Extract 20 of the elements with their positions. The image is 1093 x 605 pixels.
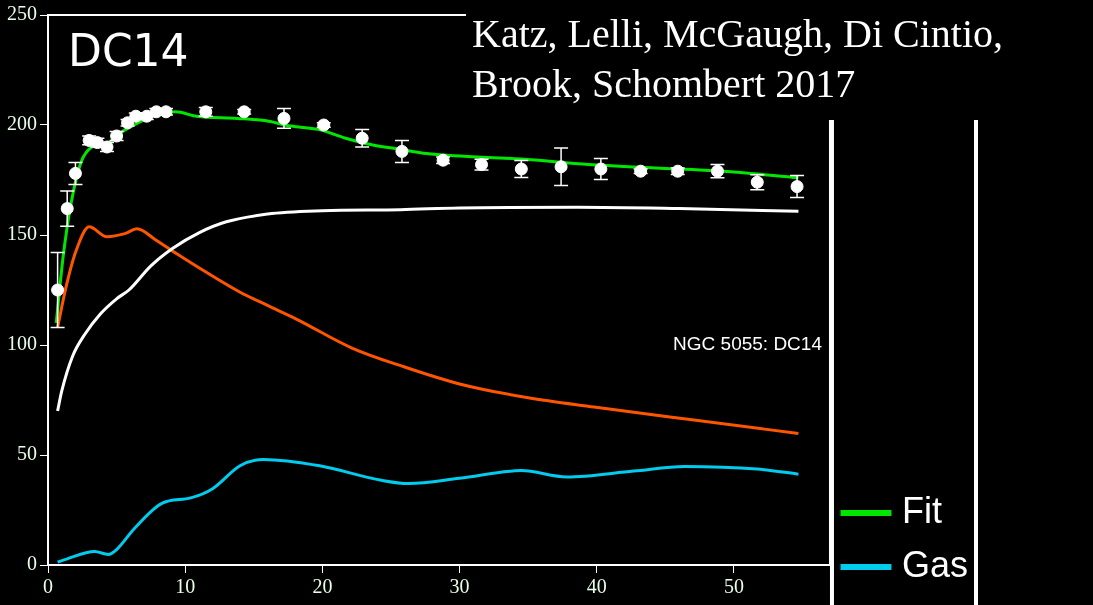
line-series [56, 457, 800, 564]
point [68, 166, 82, 180]
annotation: NGC 5055: DC14 [673, 333, 823, 355]
x-tick-label: 40 [586, 575, 607, 598]
x-tick-label: 20 [312, 575, 333, 598]
y-tick-label: 100 [7, 332, 37, 355]
x-tick-label: 30 [449, 575, 470, 598]
legend-label: Gas [901, 543, 969, 585]
x-tick-label: 50 [723, 575, 744, 598]
annotation: Katz, Lelli, McGaugh, Di Cintio, Brook, Schombert 2017 [472, 10, 1004, 106]
x-tick-label: 10 [175, 575, 196, 598]
x-tick-label: 0 [43, 575, 53, 598]
y-tick-label: 250 [7, 2, 37, 25]
y-tick-label: 200 [7, 112, 37, 135]
y-tick-label: 0 [27, 552, 37, 575]
y-tick-label: 50 [17, 442, 37, 465]
y-tick-label: 150 [7, 222, 37, 245]
annotation: DC14 [68, 25, 189, 77]
point [51, 283, 65, 297]
legend-label: Fit [901, 489, 942, 531]
